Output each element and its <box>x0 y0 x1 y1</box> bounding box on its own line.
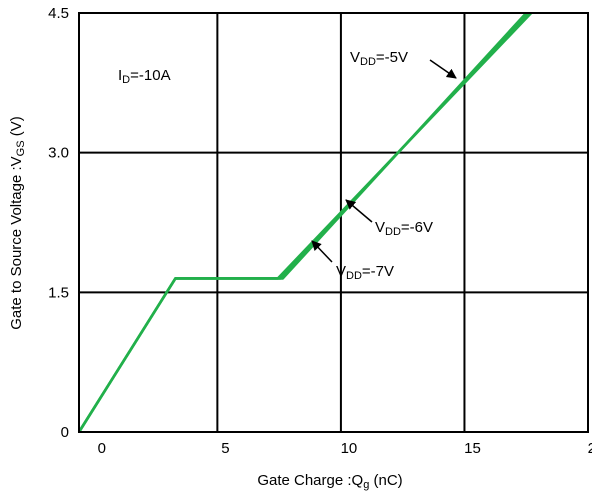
y-tick-label: 4.5 <box>48 5 69 22</box>
x-tick-label: 10 <box>341 440 358 457</box>
data-series <box>77 12 533 433</box>
vdd-6v-label: VDD=-6V <box>375 219 433 238</box>
vdd-7v-label: VDD=-7V <box>336 263 394 282</box>
plot-frame <box>78 12 589 433</box>
vdd-6v-arrow <box>345 199 373 223</box>
tick-labels: 0 5 10 15 20 0 1.5 3.0 4.5 <box>48 5 592 457</box>
x-tick-label: 5 <box>221 440 229 457</box>
x-tick-label: 20 <box>588 440 592 457</box>
series-line-3 <box>77 12 528 433</box>
y-tick-label: 3.0 <box>48 145 69 162</box>
id-annotation: ID=-10A <box>118 67 171 86</box>
x-tick-label: 15 <box>464 440 481 457</box>
y-axis-label: Gate to Source Voltage :VGS (V) <box>8 116 27 330</box>
x-tick-label: 0 <box>98 440 106 457</box>
vdd-7v-arrow <box>311 240 333 263</box>
x-axis-label: Gate Charge :Qg (nC) <box>257 472 402 491</box>
vdd-5v-label: VDD=-5V <box>350 49 408 68</box>
y-tick-label: 0 <box>61 424 69 441</box>
y-tick-label: 1.5 <box>48 284 69 301</box>
vdd-5v-arrow <box>429 59 457 79</box>
